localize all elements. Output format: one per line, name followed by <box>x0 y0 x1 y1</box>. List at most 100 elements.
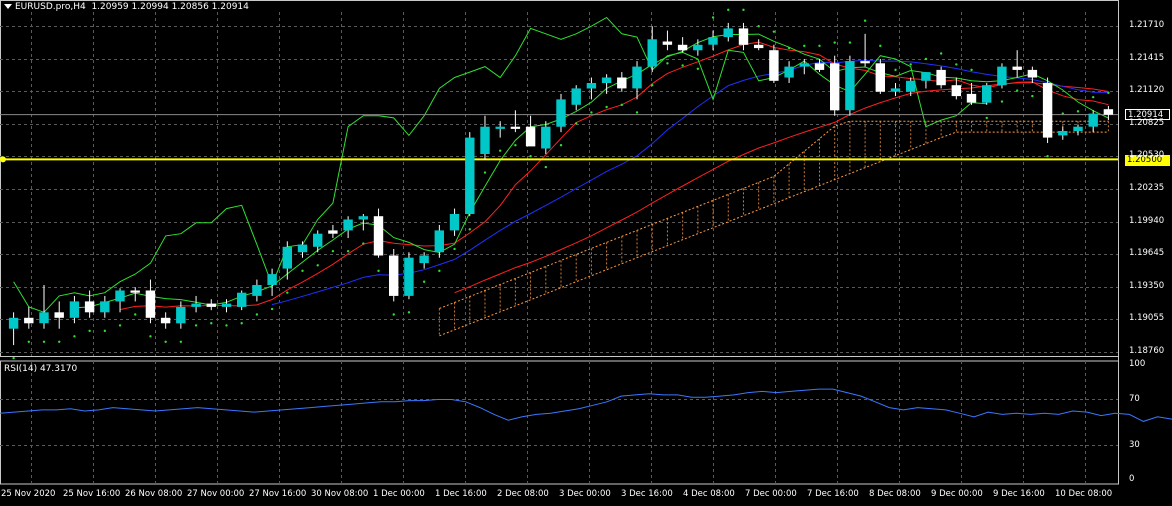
rsi-label: RSI(14) 47.3170 <box>4 364 78 374</box>
candle-bear <box>662 41 673 45</box>
price-tick-label: 1.21120 <box>1129 85 1165 95</box>
rsi-tick-label: 70 <box>1129 393 1140 404</box>
candle-bull <box>176 306 186 324</box>
time-tick-label: 10 Dec 08:00 <box>1055 489 1113 499</box>
price-tick-label: 1.20235 <box>1129 183 1165 193</box>
price-tick-label: 1.19940 <box>1129 216 1165 226</box>
candle-bull <box>890 88 901 92</box>
rsi-tick-label: 100 <box>1129 359 1146 369</box>
rsi-panel-border <box>0 360 1119 485</box>
time-tick-label: 9 Dec 00:00 <box>931 489 983 499</box>
candle-bear <box>130 290 140 293</box>
candle-bull <box>1073 126 1083 132</box>
candle-bull <box>237 292 247 307</box>
sar-dot <box>711 16 715 19</box>
sar-dot <box>590 111 593 114</box>
sar-dot <box>88 329 91 333</box>
candle-bear <box>966 93 977 103</box>
candle-bull <box>647 39 657 67</box>
sar-dot <box>803 44 806 48</box>
candle-bull <box>586 83 597 89</box>
candle-bull <box>906 80 916 92</box>
sar-dot <box>27 340 31 344</box>
level-price-tag: 1.20500 <box>1125 155 1170 166</box>
candle-bull <box>1088 113 1098 127</box>
time-tick-label: 2 Dec 08:00 <box>497 489 549 499</box>
sar-dot <box>681 64 684 67</box>
chikou-span-line <box>13 16 987 313</box>
sar-dot <box>985 116 988 120</box>
cloud-edge-top <box>439 120 1109 309</box>
candle-bear <box>84 301 95 313</box>
ma-green-line <box>74 33 1109 309</box>
candle-bull <box>358 216 368 220</box>
candle-bull <box>449 214 460 231</box>
sar-dot <box>1031 94 1034 98</box>
time-tick-label: 1 Dec 16:00 <box>435 489 487 499</box>
sar-dot <box>179 340 183 344</box>
sar-dot <box>970 68 973 72</box>
dropdown-triangle-icon[interactable] <box>4 4 12 9</box>
candle-bull <box>313 233 323 247</box>
price-tick-label: 1.20825 <box>1129 118 1165 128</box>
time-tick-label: 30 Nov 08:00 <box>311 489 369 499</box>
candle-bull <box>982 85 992 103</box>
main-panel-border <box>0 0 1119 357</box>
candle-bull <box>495 126 505 129</box>
sar-dot <box>483 171 487 174</box>
sar-dot <box>894 68 897 72</box>
candle-bear <box>875 63 885 92</box>
candle-bull <box>404 257 414 296</box>
candle-bull <box>571 88 581 105</box>
sar-dot <box>772 30 776 33</box>
sar-dot <box>422 280 426 283</box>
candle-bull <box>799 63 809 67</box>
candle-bear <box>373 216 384 256</box>
candle-bear <box>1027 69 1038 78</box>
sar-dot <box>696 67 700 70</box>
candle-bear <box>510 126 521 129</box>
sar-dot <box>787 46 791 50</box>
candle-bull <box>282 246 292 269</box>
candle-bull <box>556 99 566 127</box>
rsi-tick-label: 0 <box>1129 474 1135 484</box>
candle-bull <box>343 219 353 231</box>
candle-bull <box>541 126 551 149</box>
sar-dot <box>1000 100 1004 103</box>
candle-bear <box>389 255 399 296</box>
sar-dot <box>134 313 137 316</box>
sar-dot <box>924 57 928 61</box>
sar-dot <box>1107 91 1110 95</box>
sar-dot <box>225 324 228 327</box>
chart-header: EURUSD.pro,H4 1.20959 1.20994 1.20856 1.… <box>4 2 249 12</box>
candle-bull <box>845 61 855 111</box>
price-tick-label: 1.21710 <box>1129 20 1165 30</box>
candle-bull <box>465 137 475 214</box>
sar-dot <box>605 105 608 109</box>
candle-bear <box>24 317 34 324</box>
sar-dot <box>316 264 319 267</box>
sar-dot <box>909 63 912 66</box>
candle-bull <box>419 255 429 264</box>
sar-dot <box>879 44 882 48</box>
candle-bear <box>1103 109 1114 115</box>
time-tick-label: 7 Dec 00:00 <box>745 489 797 499</box>
time-tick-label: 26 Nov 08:00 <box>125 489 183 499</box>
candle-bear <box>951 85 961 97</box>
sar-dot <box>73 335 76 338</box>
sar-dot <box>210 322 213 325</box>
time-tick-label: 3 Dec 00:00 <box>559 489 611 499</box>
candle-bull <box>723 28 733 38</box>
sar-dot <box>362 242 365 245</box>
time-tick-label: 4 Dec 08:00 <box>683 489 735 499</box>
candle-bull <box>708 37 718 45</box>
candle-bull <box>921 72 931 81</box>
sar-dot <box>1076 110 1080 113</box>
sar-dot <box>818 44 821 48</box>
sar-dot <box>559 144 563 147</box>
candle-bear <box>754 44 764 49</box>
candle-bull <box>632 66 642 89</box>
candle-bull <box>8 317 19 329</box>
time-tick-label: 3 Dec 16:00 <box>621 489 673 499</box>
